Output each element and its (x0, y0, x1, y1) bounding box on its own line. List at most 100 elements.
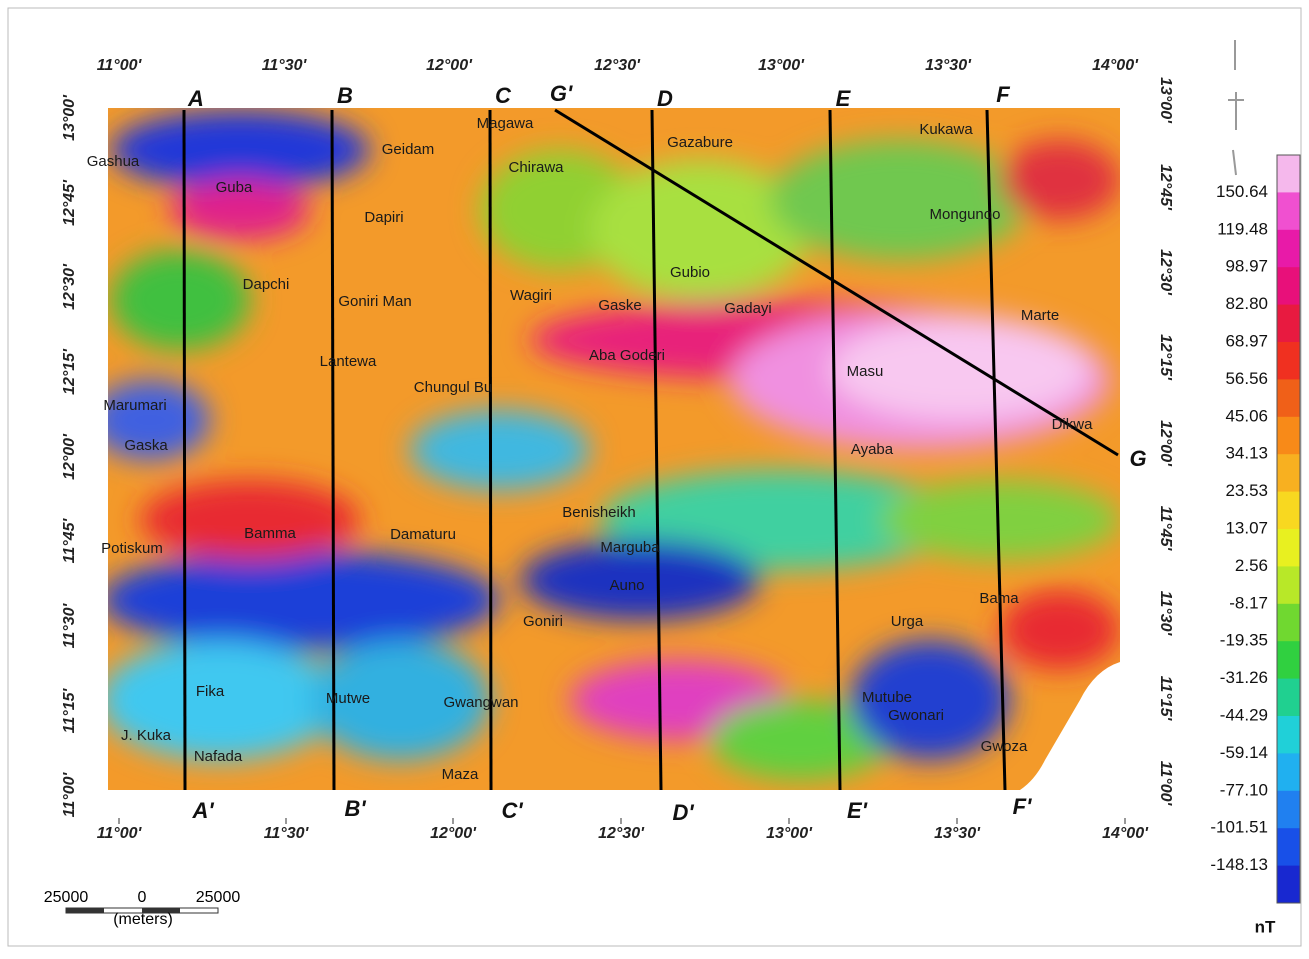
color-bar-swatch (1277, 828, 1300, 866)
bottom-tick-label: 11°30' (264, 825, 310, 842)
profile-start-label: B (337, 83, 353, 108)
place-name: Gwangwan (443, 694, 518, 711)
profile-line (490, 110, 491, 790)
left-tick-label: 12°45' (61, 179, 78, 226)
profile-end-label: E' (847, 798, 868, 823)
map-figure: nT (meters) 11°00' 11°30' 12°00' 12°30' 13°0… (0, 0, 1309, 954)
color-bar-label: -44.29 (1220, 705, 1268, 724)
color-bar-label: 56.56 (1225, 369, 1268, 388)
top-tick-label: 13°30' (925, 57, 972, 74)
place-name: Masu (847, 363, 884, 380)
place-name: Benisheikh (562, 504, 635, 521)
left-tick-label: 11°15' (61, 688, 78, 734)
place-name: Kukawa (919, 121, 973, 138)
color-bar-swatch (1277, 679, 1300, 717)
place-name: Aba Goderi (589, 347, 665, 364)
scale-unit: (meters) (113, 911, 173, 928)
color-bar-label: -31.26 (1220, 668, 1268, 687)
color-bar-label: 82.80 (1225, 294, 1268, 313)
place-name: Chungul Bu (414, 379, 492, 396)
scale-label: 25000 (196, 889, 241, 906)
color-bar-label: -101.51 (1210, 818, 1268, 837)
left-tick-label: 11°30' (61, 603, 78, 649)
right-tick-label: 11°15' (1157, 676, 1174, 722)
place-name: Goniri Man (338, 293, 411, 310)
place-name: Mutube (862, 689, 912, 706)
top-tick-label: 11°00' (97, 57, 143, 74)
left-tick-label: 12°00' (61, 433, 78, 480)
bottom-tick-label: 12°30' (598, 825, 645, 842)
color-bar-swatch (1277, 866, 1300, 904)
color-bar-label: 119.48 (1217, 219, 1268, 238)
profile-start-label: C (495, 83, 512, 108)
place-name: Magawa (477, 115, 534, 132)
color-bar-swatch (1277, 230, 1300, 268)
place-name: Damaturu (390, 526, 456, 543)
color-bar-swatch (1277, 753, 1300, 791)
left-tick-label: 12°15' (61, 348, 78, 395)
place-name: Dapiri (364, 209, 403, 226)
place-name: Mongunoo (930, 206, 1001, 223)
place-name: Marte (1021, 307, 1059, 324)
top-tick-label: 13°00' (758, 57, 805, 74)
place-name: Gwonari (888, 707, 944, 724)
profile-end-label: F' (1013, 794, 1032, 819)
profile-line (332, 110, 334, 790)
scale-bar-segment (66, 908, 104, 913)
profile-end-label: D' (672, 800, 694, 825)
place-name: Ayaba (851, 441, 894, 458)
color-bar-swatch (1277, 716, 1300, 754)
color-bar-swatch (1277, 192, 1300, 230)
profile-start-label: F (996, 82, 1010, 107)
color-bar-swatch (1277, 379, 1300, 417)
place-name: Gashua (87, 153, 140, 170)
right-tick-label: 12°00' (1157, 420, 1174, 467)
right-tick-label: 11°45' (1157, 506, 1174, 552)
right-tick-label: 11°30' (1157, 591, 1174, 637)
color-bar-label: 150.64 (1216, 182, 1268, 201)
place-name: Geidam (382, 141, 435, 158)
left-tick-label: 11°00' (61, 772, 78, 818)
place-name: Gadayi (724, 300, 772, 317)
place-name: Mutwe (326, 690, 370, 707)
left-tick-label: 12°30' (61, 263, 78, 310)
profile-start-label: E (836, 86, 852, 111)
place-name: Nafada (194, 748, 243, 765)
place-name: Dapchi (243, 276, 290, 293)
color-bar-label: -148.13 (1210, 855, 1268, 874)
profile-line (184, 110, 185, 790)
place-name: Lantewa (320, 353, 377, 370)
color-bar-swatch (1277, 566, 1300, 604)
color-bar-swatch (1277, 791, 1300, 829)
place-name: Urga (891, 613, 924, 630)
top-tick-label: 11°30' (262, 57, 308, 74)
color-bar-label: 2.56 (1235, 556, 1268, 575)
right-tick-label: 13°00' (1157, 77, 1174, 124)
scale-label: 0 (138, 889, 147, 906)
right-tick-label: 12°45' (1157, 164, 1174, 211)
place-name: Auno (609, 577, 644, 594)
profile-end-label: A' (191, 798, 214, 823)
place-name: Bamma (244, 525, 296, 542)
legend-unit: nT (1255, 917, 1276, 936)
scale-label: 25000 (44, 889, 89, 906)
place-name: Wagiri (510, 287, 552, 304)
color-bar-label: -8.17 (1229, 593, 1268, 612)
profile-start-label: G' (550, 81, 573, 106)
color-bar-swatch (1277, 529, 1300, 567)
bottom-tick-label: 13°30' (934, 825, 981, 842)
color-bar-label: -77.10 (1220, 780, 1268, 799)
north-arrow (1228, 40, 1244, 175)
place-name: Dikwa (1052, 416, 1093, 433)
profile-end-label: B' (344, 796, 366, 821)
place-name: Gubio (670, 264, 710, 281)
color-bar-swatch (1277, 267, 1300, 305)
bottom-tick-label: 13°00' (766, 825, 813, 842)
color-bar-swatch (1277, 492, 1300, 530)
bottom-tick-label: 14°00' (1102, 825, 1149, 842)
right-tick-label: 11°00' (1157, 761, 1174, 807)
top-tick-label: 12°00' (426, 57, 473, 74)
place-name: Gaska (124, 437, 168, 454)
color-bar-label: 45.06 (1225, 406, 1268, 425)
profile-start-label: D (657, 86, 673, 111)
